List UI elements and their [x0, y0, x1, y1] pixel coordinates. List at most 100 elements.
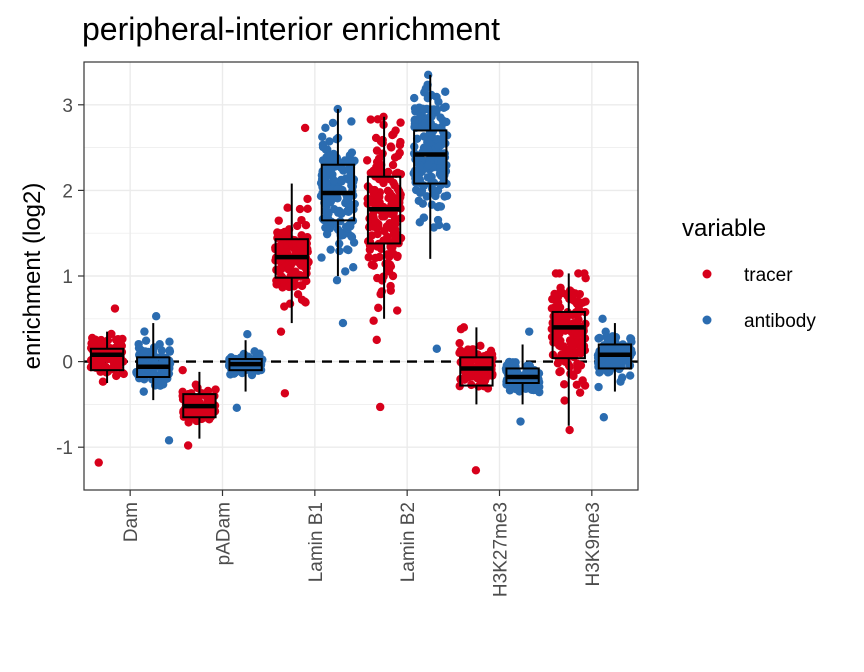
data-point: [140, 327, 149, 336]
data-point: [332, 153, 342, 163]
data-point: [192, 393, 201, 403]
data-point: [366, 115, 375, 124]
data-point: [272, 280, 281, 289]
data-point: [559, 380, 569, 389]
data-point: [456, 324, 466, 334]
data-point: [371, 217, 381, 227]
data-point: [471, 466, 481, 475]
data-point: [347, 231, 356, 241]
data-point: [141, 336, 151, 345]
data-point: [139, 387, 148, 396]
data-point: [464, 369, 474, 378]
data-point: [594, 382, 603, 392]
data-point: [332, 276, 342, 285]
data-point: [371, 133, 381, 143]
data-point: [321, 145, 331, 154]
data-point: [112, 370, 121, 380]
data-point: [365, 195, 374, 204]
box: [413, 129, 448, 185]
data-point: [460, 375, 469, 384]
data-point: [387, 191, 396, 201]
data-point: [551, 269, 561, 278]
data-point: [116, 340, 126, 349]
data-point: [421, 119, 430, 128]
data-point: [322, 229, 332, 239]
data-point: [431, 191, 440, 201]
data-point: [328, 118, 338, 128]
x-tick-label: H3K27me3: [491, 502, 512, 597]
data-point: [581, 297, 590, 306]
data-point: [377, 276, 387, 285]
data-point: [211, 385, 220, 394]
data-point: [432, 344, 441, 353]
legend-title: variable: [682, 215, 766, 242]
data-point: [504, 357, 514, 367]
data-point: [625, 371, 635, 380]
data-point: [603, 336, 613, 345]
box: [551, 310, 586, 360]
data-point: [119, 369, 128, 379]
data-point: [348, 263, 358, 272]
data-point: [275, 241, 284, 251]
data-point: [165, 346, 174, 355]
data-point: [418, 104, 427, 113]
data-point: [297, 215, 306, 225]
data-point: [594, 334, 603, 343]
data-point: [433, 215, 443, 225]
data-point: [373, 115, 382, 124]
data-point: [317, 253, 326, 262]
y-tick-label: 0: [62, 353, 73, 374]
data-point: [369, 261, 378, 270]
data-point: [388, 222, 397, 232]
data-point: [527, 385, 536, 394]
data-point: [337, 209, 346, 219]
boxes-group: [89, 74, 633, 439]
data-point: [295, 204, 305, 214]
data-point: [441, 102, 450, 111]
data-point: [427, 184, 437, 193]
data-point: [303, 194, 312, 204]
data-point: [346, 169, 355, 178]
data-point: [302, 263, 311, 273]
x-tick-label: H3K9me3: [583, 502, 604, 587]
data-point: [390, 233, 400, 243]
data-point: [420, 88, 429, 97]
data-point: [463, 345, 473, 354]
data-point: [280, 389, 290, 398]
data-point: [419, 132, 429, 141]
data-point: [414, 196, 424, 205]
data-point: [608, 355, 617, 365]
data-point: [164, 436, 174, 445]
data-point: [598, 314, 607, 323]
data-point: [434, 97, 443, 107]
data-point: [318, 168, 327, 177]
data-point: [373, 229, 382, 239]
data-point: [560, 396, 569, 405]
chart-title: peripheral-interior enrichment: [82, 11, 500, 47]
data-point: [321, 205, 331, 215]
data-point: [374, 154, 384, 163]
data-point: [335, 239, 344, 248]
data-point: [581, 273, 590, 283]
data-point: [326, 245, 335, 254]
data-point: [303, 204, 312, 214]
data-point: [599, 413, 609, 422]
data-point: [573, 359, 582, 368]
x-axis: Dam pADam Lamin B1 Lamin B2 H3K27me3 H3K9me3: [121, 490, 604, 597]
data-point: [388, 160, 398, 170]
data-point: [96, 335, 106, 345]
data-point: [410, 122, 419, 132]
data-point: [512, 379, 522, 389]
data-point: [338, 318, 348, 328]
data-point: [578, 376, 587, 385]
data-point: [376, 289, 385, 299]
data-point: [140, 347, 150, 356]
data-point: [232, 403, 241, 413]
data-point: [293, 221, 302, 231]
data-point: [321, 223, 330, 232]
data-point: [374, 303, 383, 313]
data-point: [572, 380, 582, 389]
data-point: [274, 216, 283, 225]
data-point: [375, 252, 384, 262]
